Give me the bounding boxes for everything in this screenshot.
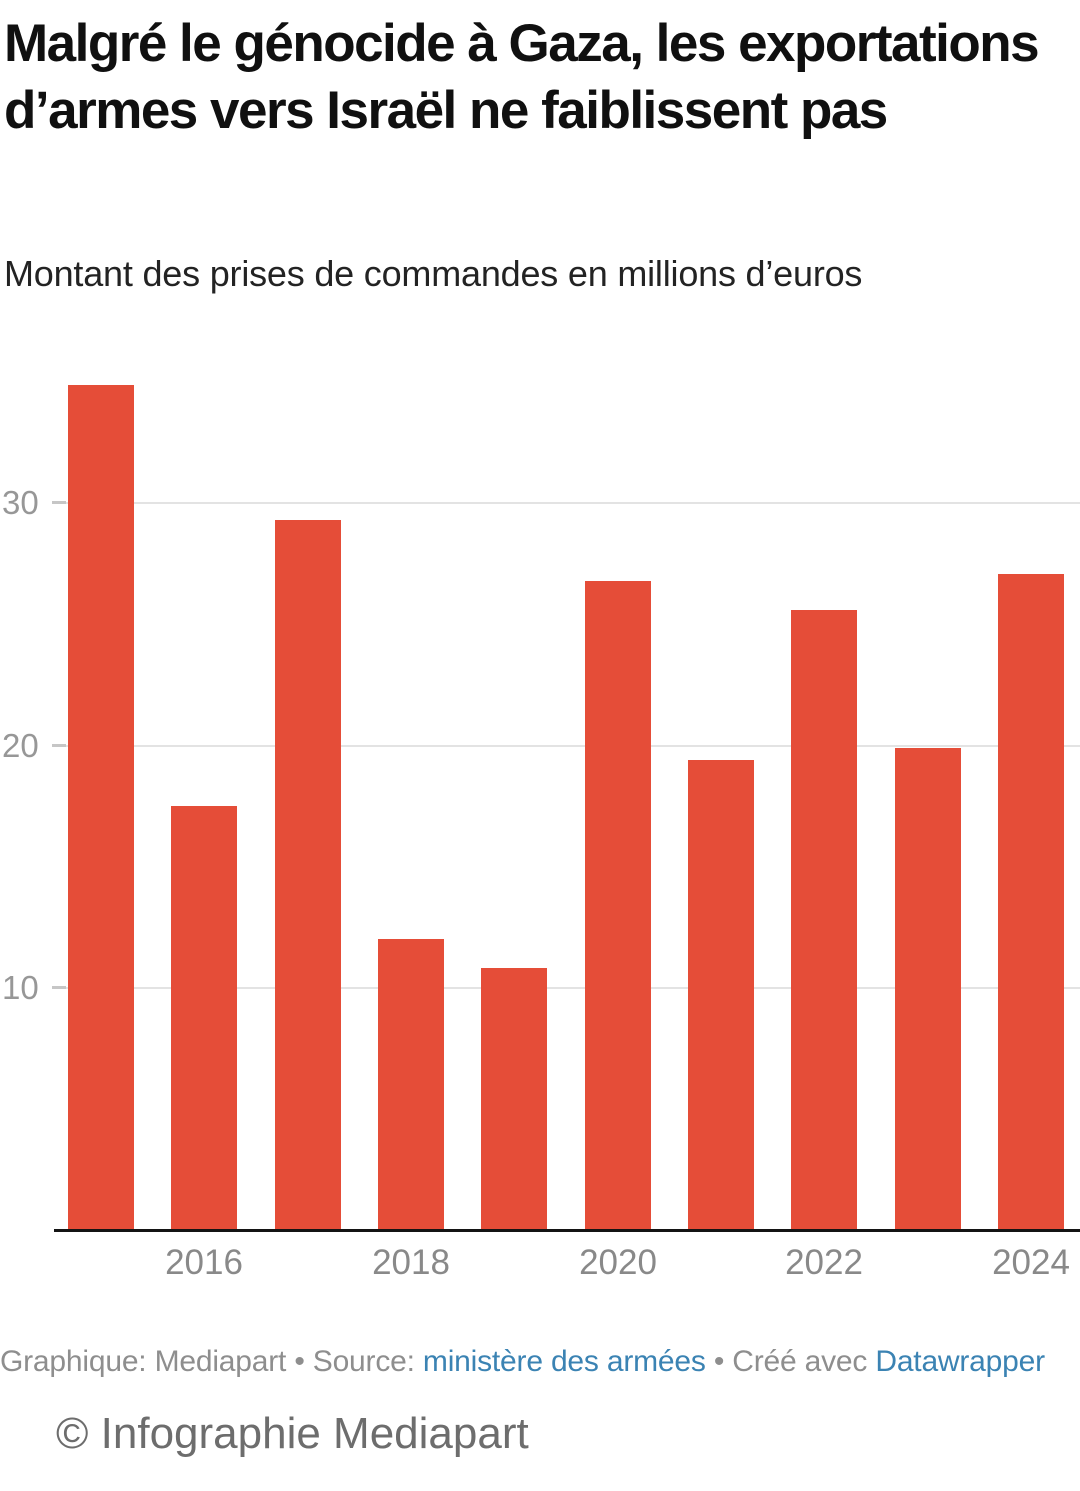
copyright-line: © Infographie Mediapart	[56, 1409, 529, 1458]
x-axis-label-2020: 2020	[579, 1243, 657, 1282]
bar-2015	[68, 385, 134, 1230]
attribution-line: Graphique: Mediapart • Source: ministère…	[0, 1342, 1080, 1382]
bar-2024	[998, 574, 1064, 1230]
bar-2018	[378, 939, 444, 1230]
bar-chart-plot: 10 20 30	[0, 358, 1080, 1230]
x-axis-label-2016: 2016	[165, 1243, 243, 1282]
gridline-y-30	[52, 502, 1080, 505]
datawrapper-link[interactable]: Datawrapper	[875, 1345, 1045, 1378]
x-axis-label-2022: 2022	[785, 1243, 863, 1282]
gridline-y-10	[52, 986, 1080, 989]
bar-2019	[481, 968, 547, 1230]
y-axis-label-10: 10	[2, 968, 39, 1006]
bar-2022	[791, 610, 857, 1230]
bar-2020	[585, 581, 651, 1230]
x-axis-label-2024: 2024	[992, 1243, 1070, 1282]
gridline-y-20	[52, 744, 1080, 747]
y-tick-mark	[52, 743, 66, 747]
x-axis-label-2018: 2018	[372, 1243, 450, 1282]
y-tick-mark	[52, 501, 66, 505]
x-axis-labels: 2016 2018 2020 2022 2024	[0, 1243, 1080, 1287]
bar-2023	[895, 748, 961, 1230]
bar-2017	[275, 520, 341, 1230]
separator-dot: •	[294, 1345, 305, 1378]
bar-2016	[171, 806, 237, 1230]
y-tick-mark	[52, 985, 66, 989]
bar-2021	[688, 760, 754, 1230]
credit-text: Graphique: Mediapart	[0, 1345, 287, 1378]
source-label: Source:	[312, 1345, 415, 1378]
y-axis-label-30: 30	[2, 484, 39, 522]
y-axis-label-20: 20	[2, 726, 39, 764]
chart-title: Malgré le génocide à Gaza, les exportati…	[4, 14, 1040, 140]
source-link[interactable]: ministère des armées	[422, 1345, 706, 1378]
created-with-label: Créé avec	[732, 1345, 868, 1378]
x-axis-line	[54, 1229, 1080, 1232]
chart-subtitle: Montant des prises de commandes en milli…	[4, 253, 863, 294]
separator-dot: •	[713, 1345, 725, 1378]
